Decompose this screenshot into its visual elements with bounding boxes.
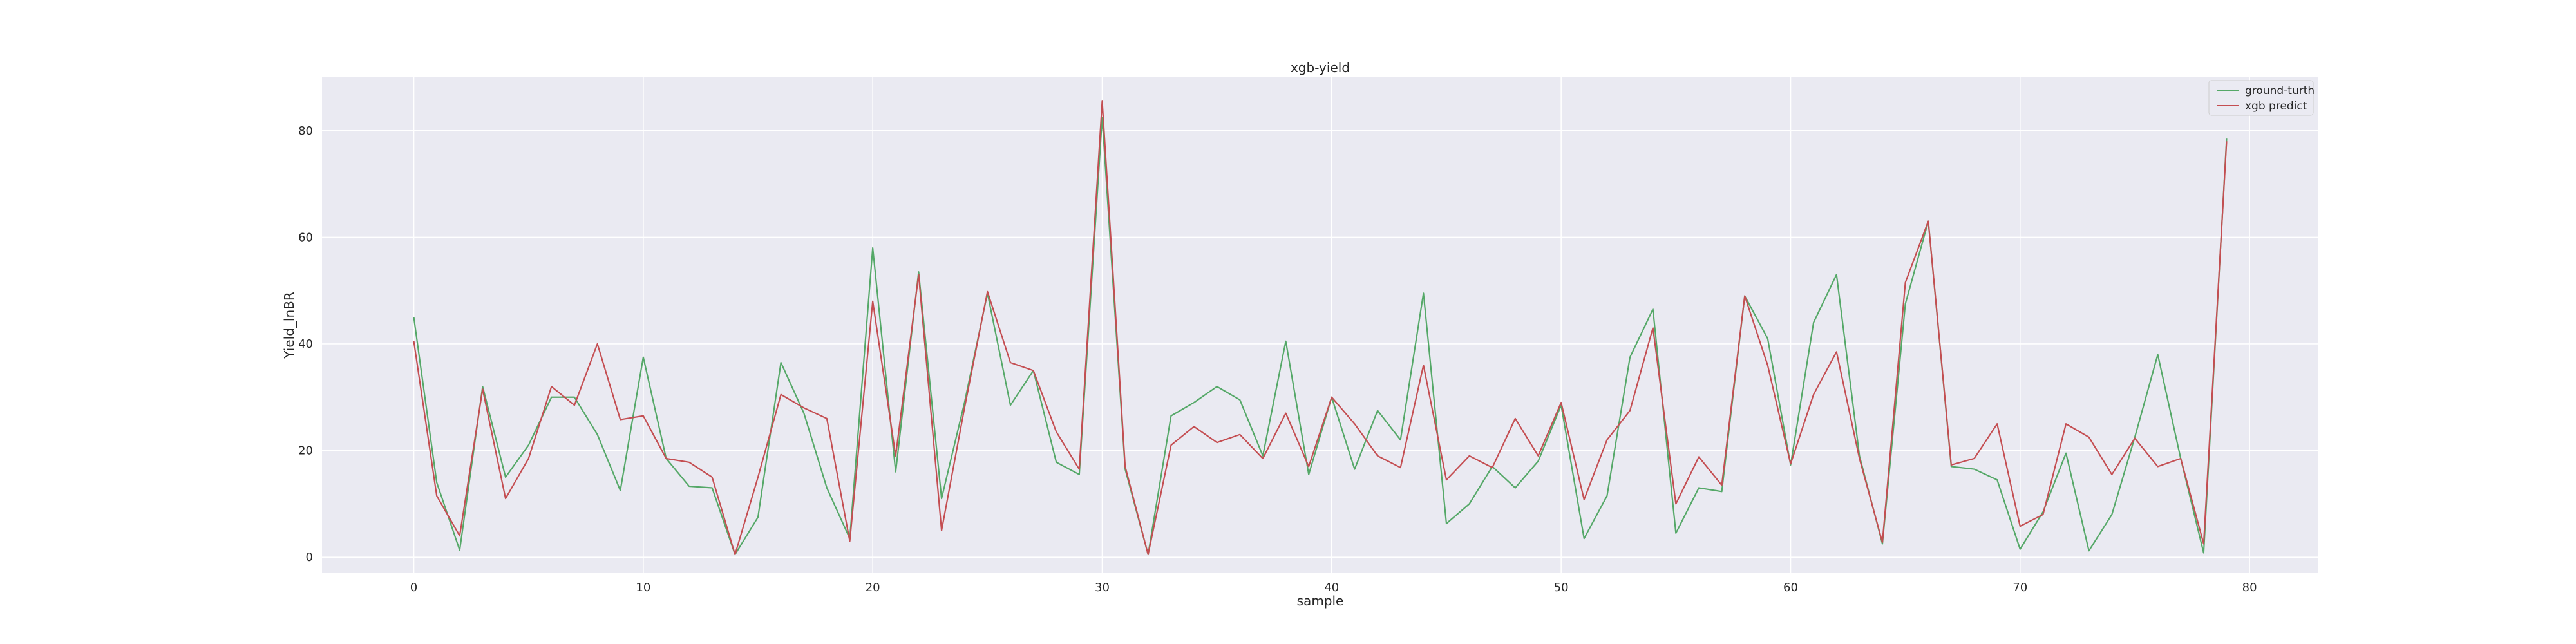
y-tick-labels: 0 20 40 60 80 bbox=[298, 124, 313, 564]
y-axis-label: Yield_lnBR bbox=[281, 292, 297, 359]
x-tick-labels: 0 10 20 30 40 50 60 70 80 bbox=[410, 581, 2257, 594]
grid bbox=[322, 77, 2318, 573]
series-line-ground-turth bbox=[413, 117, 2228, 556]
legend-label-ground-turth: ground-turth bbox=[2245, 84, 2315, 97]
x-tick-label: 60 bbox=[1783, 581, 1798, 594]
x-tick-label: 10 bbox=[636, 581, 650, 594]
y-tick-label: 40 bbox=[298, 337, 313, 351]
x-tick-label: 20 bbox=[866, 581, 880, 594]
series-lines bbox=[413, 100, 2228, 556]
x-tick-label: 40 bbox=[1324, 581, 1339, 594]
x-axis-label: sample bbox=[1297, 593, 1344, 609]
y-tick-label: 80 bbox=[298, 124, 313, 138]
legend-box bbox=[2208, 80, 2314, 116]
x-tick-label: 70 bbox=[2012, 581, 2027, 594]
legend-label-xgb-predict: xgb predict bbox=[2245, 100, 2307, 113]
series-line-xgb-predict bbox=[413, 100, 2228, 556]
chart-title: xgb-yield bbox=[1291, 60, 1350, 75]
y-tick-label: 0 bbox=[306, 551, 313, 564]
legend: ground-turth xgb predict bbox=[2208, 80, 2315, 116]
y-tick-label: 20 bbox=[298, 444, 313, 458]
x-tick-label: 50 bbox=[1554, 581, 1569, 594]
x-tick-label: 80 bbox=[2242, 581, 2257, 594]
x-tick-label: 0 bbox=[410, 581, 417, 594]
y-tick-label: 60 bbox=[298, 231, 313, 244]
plot-background bbox=[322, 77, 2318, 573]
x-tick-label: 30 bbox=[1095, 581, 1110, 594]
